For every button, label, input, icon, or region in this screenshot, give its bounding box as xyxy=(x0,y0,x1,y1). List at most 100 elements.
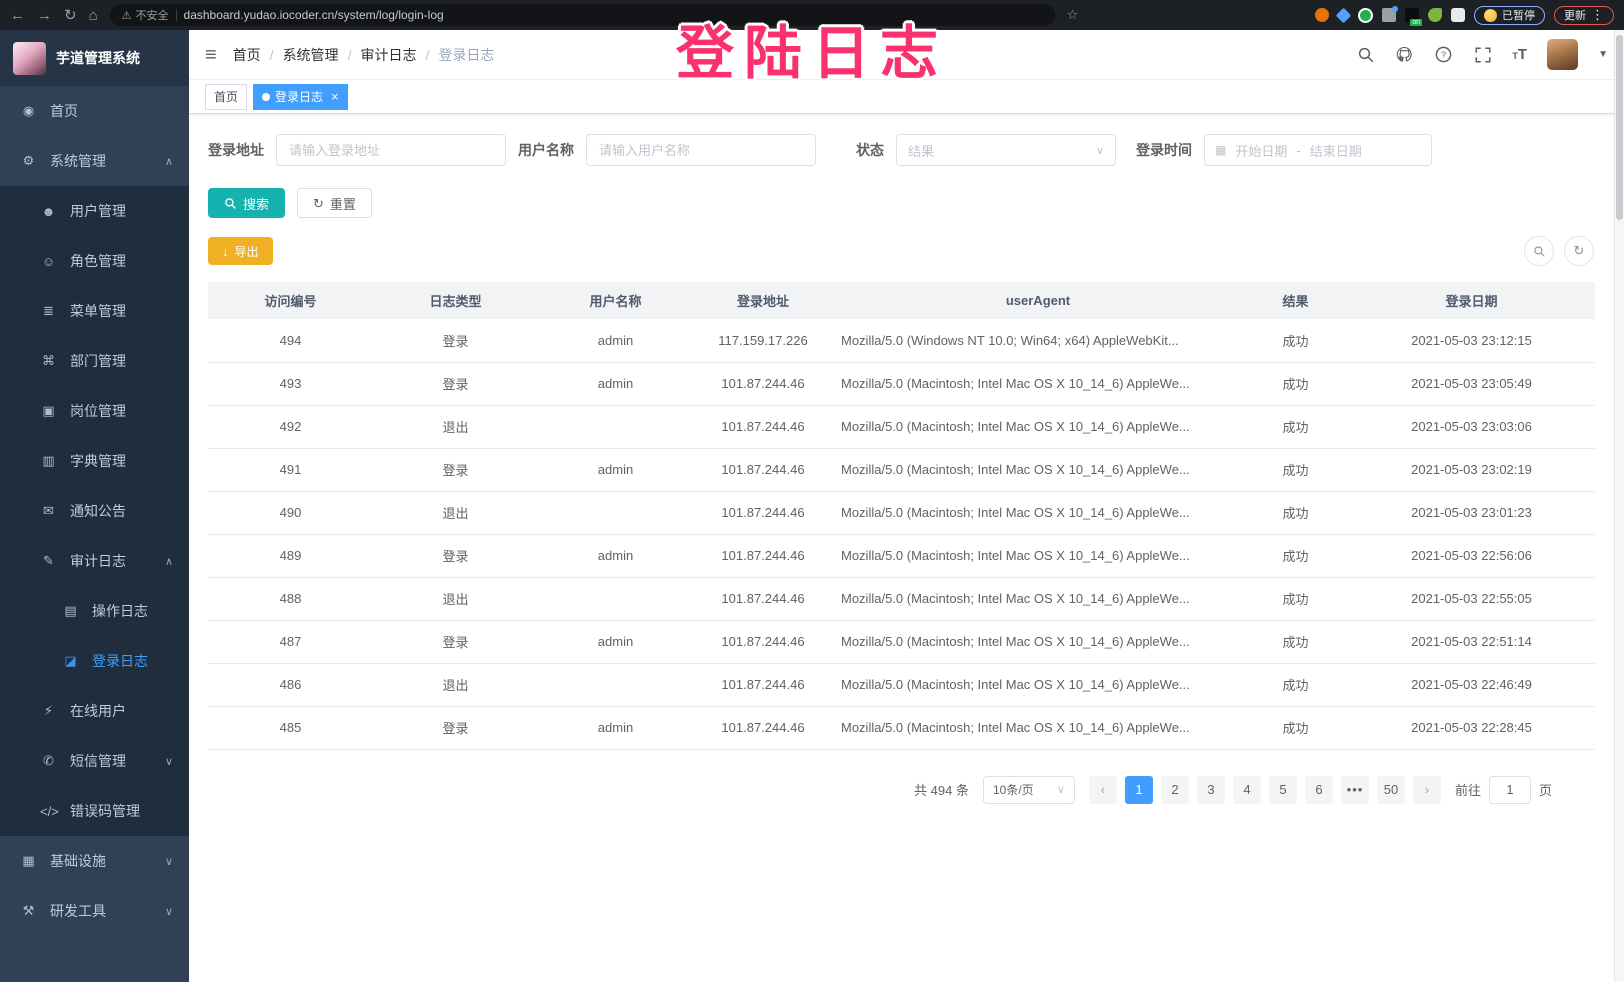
sidebar-item-error-code-management[interactable]: </> 错误码管理 xyxy=(0,786,189,836)
sidebar-item-label: 通知公告 xyxy=(70,503,126,519)
user-avatar[interactable] xyxy=(1547,39,1579,70)
page-button-2[interactable]: 2 xyxy=(1160,775,1189,804)
table-row: 493 登录 admin 101.87.244.46 Mozilla/5.0 (Maci… xyxy=(208,362,1595,406)
cell-time: 2021-05-03 23:05:49 xyxy=(1348,362,1595,406)
refresh-icon: ↻ xyxy=(313,195,324,211)
cell-id: 490 xyxy=(208,491,373,535)
page-size-select[interactable]: 10条/页 ∨ xyxy=(982,775,1075,804)
address-bar[interactable]: ⚠ 不安全 dashboard.yudao.iocoder.cn/system/… xyxy=(109,4,1055,26)
github-icon[interactable] xyxy=(1395,45,1414,64)
export-button[interactable]: ↓ 导出 xyxy=(208,237,273,265)
roles-icon: ☺ xyxy=(41,253,56,269)
sms-icon: ✆ xyxy=(43,753,54,768)
breadcrumb: 首页 / 系统管理 / 审计日志 / 登录日志 xyxy=(233,45,495,65)
page-button-6[interactable]: 6 xyxy=(1304,775,1333,804)
more-pages-button[interactable]: ••• xyxy=(1340,775,1369,804)
app-logo[interactable]: 芋道管理系统 xyxy=(0,30,189,86)
extension-icon-grid[interactable] xyxy=(1382,6,1398,22)
sidebar-menu: ◉ 首页 ⚙ 系统管理 ∧ ☻ 用户管理 ☺ 角色管理 ≣ 菜单管理 ⌘ 部门管理 ▣ 岗位管理 ▥ 字典管理 ✉… xyxy=(0,86,189,982)
cell-user: admin xyxy=(538,534,693,578)
tag-login-log[interactable]: 登录日志 × xyxy=(253,83,348,110)
refresh-table-icon[interactable]: ↻ xyxy=(1564,236,1594,266)
extension-icon-leaf[interactable] xyxy=(1428,8,1442,22)
cell-id: 492 xyxy=(208,405,373,449)
bookmark-star-icon[interactable]: ☆ xyxy=(1066,7,1079,22)
browser-back-icon[interactable]: ← xyxy=(10,6,25,24)
chevron-down-icon[interactable]: ▼ xyxy=(1598,49,1608,60)
filter-label: 用户名称 xyxy=(518,142,574,158)
breadcrumb-item[interactable]: 系统管理 xyxy=(282,46,339,63)
browser-home-icon[interactable]: ⌂ xyxy=(88,6,98,24)
tag-active-dot xyxy=(262,92,271,101)
extension-icon-gem[interactable] xyxy=(1335,7,1352,23)
cell-id: 489 xyxy=(208,534,373,578)
browser-update-button[interactable]: 更新 ⋮ xyxy=(1554,5,1614,25)
help-icon[interactable]: ? xyxy=(1434,45,1453,64)
reset-button[interactable]: ↻ 重置 xyxy=(297,188,372,218)
cell-agent: Mozilla/5.0 (Macintosh; Intel Mac OS X 1… xyxy=(833,534,1243,578)
sidebar-item-system-management[interactable]: ⚙ 系统管理 ∧ xyxy=(0,136,189,186)
calendar-icon: ▦ xyxy=(1215,143,1227,157)
font-size-icon[interactable]: TT xyxy=(1512,46,1528,63)
cell-agent: Mozilla/5.0 (Macintosh; Intel Mac OS X 1… xyxy=(833,448,1243,492)
extension-icon-orange[interactable] xyxy=(1315,8,1329,22)
sidebar-toggle-icon[interactable]: ≡ xyxy=(205,43,217,66)
toggle-search-icon[interactable] xyxy=(1524,236,1554,266)
browser-forward-icon[interactable]: → xyxy=(37,6,52,24)
sidebar-item-menu-management[interactable]: ≣ 菜单管理 xyxy=(0,286,189,336)
login-address-input[interactable] xyxy=(276,134,506,166)
cell-result: 成功 xyxy=(1243,491,1348,535)
page-button-5[interactable]: 5 xyxy=(1268,775,1297,804)
page-button-3[interactable]: 3 xyxy=(1196,775,1225,804)
next-page-button[interactable]: › xyxy=(1412,775,1441,804)
chevron-down-icon: ∨ xyxy=(1095,144,1104,157)
breadcrumb-item[interactable]: 审计日志 xyxy=(360,46,417,63)
cell-time: 2021-05-03 23:02:19 xyxy=(1348,448,1595,492)
extensions-puzzle-icon[interactable] xyxy=(1451,8,1465,22)
sidebar-item-home[interactable]: ◉ 首页 xyxy=(0,86,189,136)
navbar-actions: ? TT ▼ xyxy=(1356,39,1608,70)
devtools-icon: ⚒ xyxy=(22,903,35,918)
sidebar-item-operation-log[interactable]: ▤ 操作日志 xyxy=(0,586,189,636)
app-title: 芋道管理系统 xyxy=(56,50,140,66)
search-filter-form: 登录地址 用户名称 状态 结果 ∨ 登录时间 ▦ xyxy=(208,134,1594,166)
extension-icon-on[interactable] xyxy=(1405,8,1422,26)
date-range-picker[interactable]: ▦ 开始日期 - 结束日期 xyxy=(1204,134,1432,166)
table-row: 492 退出 101.87.244.46 Mozilla/5.0 (Macintosh… xyxy=(208,405,1595,449)
sidebar-item-login-log[interactable]: ◪ 登录日志 xyxy=(0,636,189,686)
sidebar-item-post-management[interactable]: ▣ 岗位管理 xyxy=(0,386,189,436)
sidebar-item-dev-tools[interactable]: ⚒ 研发工具 ∨ xyxy=(0,886,189,936)
paused-label: 已暂停 xyxy=(1502,10,1535,22)
fullscreen-icon[interactable] xyxy=(1473,45,1492,64)
page-button-50[interactable]: 50 xyxy=(1376,775,1405,804)
not-secure-warning[interactable]: ⚠ 不安全 xyxy=(122,7,169,23)
prev-page-button[interactable]: ‹ xyxy=(1088,775,1117,804)
sidebar-item-department-management[interactable]: ⌘ 部门管理 xyxy=(0,336,189,386)
sidebar-item-audit-log[interactable]: ✎ 审计日志 ∧ xyxy=(0,536,189,586)
tag-home[interactable]: 首页 xyxy=(205,83,248,110)
sidebar-item-infrastructure[interactable]: ▦ 基础设施 ∨ xyxy=(0,836,189,886)
sidebar-item-role-management[interactable]: ☺ 角色管理 xyxy=(0,236,189,286)
extension-icon-green[interactable] xyxy=(1358,7,1373,23)
username-input[interactable] xyxy=(586,134,816,166)
sidebar-item-online-users[interactable]: ⚡ 在线用户 xyxy=(0,686,189,736)
goto-page-input[interactable] xyxy=(1488,775,1531,804)
status-select[interactable]: 结果 ∨ xyxy=(896,134,1116,166)
sidebar-item-label: 在线用户 xyxy=(70,703,126,719)
warning-icon: ⚠ xyxy=(121,9,132,22)
browser-reload-icon[interactable]: ↻ xyxy=(64,6,77,24)
page-button-4[interactable]: 4 xyxy=(1232,775,1261,804)
sidebar-item-notice-announcement[interactable]: ✉ 通知公告 xyxy=(0,486,189,536)
page-button-1[interactable]: 1 xyxy=(1124,775,1153,804)
search-button[interactable]: 搜索 xyxy=(208,188,286,218)
tag-close-icon[interactable]: × xyxy=(331,89,339,104)
cell-result: 成功 xyxy=(1243,362,1348,406)
search-icon[interactable] xyxy=(1356,45,1375,64)
profile-paused-badge[interactable]: 已暂停 xyxy=(1474,5,1545,25)
sidebar-item-dict-management[interactable]: ▥ 字典管理 xyxy=(0,436,189,486)
breadcrumb-item[interactable]: 首页 xyxy=(232,46,261,63)
scrollbar-thumb[interactable] xyxy=(1616,35,1623,220)
sidebar-item-user-management[interactable]: ☻ 用户管理 xyxy=(0,186,189,236)
browser-menu-kebab-icon[interactable]: ⋮ xyxy=(1591,7,1604,22)
sidebar-item-sms-management[interactable]: ✆ 短信管理 ∨ xyxy=(0,736,189,786)
